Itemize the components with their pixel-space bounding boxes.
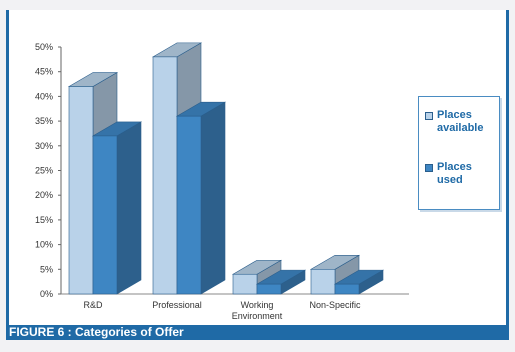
legend-label-line: Places	[437, 109, 472, 121]
y-tick-label: 50%	[35, 42, 53, 52]
bar-used-3	[334, 283, 360, 295]
figure-caption: FIGURE 6 : Categories of Offer	[9, 325, 184, 339]
bars	[67, 42, 385, 295]
legend-label-available: Places available	[437, 109, 499, 135]
legend-label-line: available	[437, 122, 484, 134]
y-tick-label: 5%	[40, 264, 53, 274]
bar-used-0-side	[116, 121, 142, 295]
bar-used-2	[256, 283, 282, 295]
bar-available-2	[232, 273, 258, 295]
legend-item-places-used: Places used	[425, 161, 499, 187]
y-tick-label: 30%	[35, 141, 53, 151]
legend-label-used: Places used	[437, 161, 499, 187]
figure-frame: 0% 5% 10% 15% 20% 25% 30% 35% 40% 45% 50% R&D Profe…	[6, 10, 509, 340]
x-tick-label: Working	[241, 300, 274, 310]
y-tick-label: 25%	[35, 166, 53, 176]
legend-swatch-used	[425, 164, 433, 172]
y-tick-label: 15%	[35, 215, 53, 225]
y-tick-label: 20%	[35, 190, 53, 200]
x-tick-label: Non-Specific	[309, 300, 361, 310]
bar-used-0	[92, 135, 118, 295]
bar-available-0	[68, 86, 94, 295]
x-tick-label: R&D	[83, 300, 103, 310]
legend-swatch-available	[425, 112, 433, 120]
bar-chart: 0% 5% 10% 15% 20% 25% 30% 35% 40% 45% 50% R&D Profe…	[35, 42, 409, 321]
legend-item-places-available: Places available	[425, 109, 499, 135]
x-tick-label: Professional	[152, 300, 202, 310]
y-tick-label: 45%	[35, 67, 53, 77]
y-tick-label: 10%	[35, 240, 53, 250]
legend: Places available Places used	[418, 96, 500, 210]
y-tick-label: 40%	[35, 91, 53, 101]
bar-available-1	[152, 56, 178, 295]
x-tick-label: Environment	[232, 311, 283, 321]
plot-area: 0% 5% 10% 15% 20% 25% 30% 35% 40% 45% 50% R&D Profe…	[9, 10, 506, 325]
y-tick-label: 0%	[40, 289, 53, 299]
legend-label-line: Places used	[437, 161, 472, 186]
bar-used-1	[176, 115, 202, 295]
bar-available-3	[310, 268, 336, 295]
bar-used-1-side	[200, 101, 226, 295]
y-tick-label: 35%	[35, 116, 53, 126]
